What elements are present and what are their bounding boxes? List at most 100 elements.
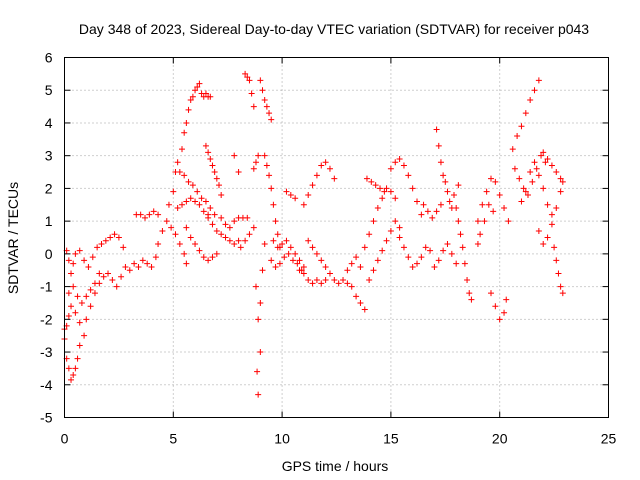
data-point xyxy=(72,365,79,372)
data-point xyxy=(196,247,203,254)
data-point xyxy=(372,182,379,189)
data-point xyxy=(174,159,181,166)
data-point xyxy=(309,280,316,287)
data-point xyxy=(383,185,390,192)
data-point xyxy=(357,299,364,306)
data-point xyxy=(242,237,249,244)
data-point xyxy=(176,241,183,248)
data-point xyxy=(496,316,503,323)
data-point xyxy=(231,152,238,159)
data-point xyxy=(518,198,525,205)
x-tick-label: 25 xyxy=(601,431,617,447)
data-point xyxy=(142,214,149,221)
data-point xyxy=(544,234,551,241)
data-point xyxy=(540,185,547,192)
data-point xyxy=(155,211,162,218)
data-point xyxy=(509,146,516,153)
data-point xyxy=(305,237,312,244)
data-point xyxy=(511,165,518,172)
data-point xyxy=(479,201,486,208)
data-point xyxy=(259,87,266,94)
data-point xyxy=(300,201,307,208)
data-point xyxy=(444,241,451,248)
x-axis-title: GPS time / hours xyxy=(282,458,389,474)
data-point xyxy=(213,250,220,257)
data-point xyxy=(296,267,303,274)
data-point xyxy=(255,316,262,323)
data-point xyxy=(538,152,545,159)
data-point xyxy=(235,237,242,244)
data-point xyxy=(185,106,192,113)
data-point xyxy=(150,208,157,215)
data-point xyxy=(107,234,114,241)
y-tick-label: 0 xyxy=(45,246,53,262)
data-point xyxy=(503,296,510,303)
data-point xyxy=(122,263,129,270)
data-point xyxy=(78,299,85,306)
data-point xyxy=(387,165,394,172)
y-tick-label: -1 xyxy=(40,279,53,295)
data-point xyxy=(211,211,218,218)
data-point xyxy=(448,250,455,257)
data-point xyxy=(453,205,460,212)
data-point xyxy=(213,227,220,234)
data-point xyxy=(548,162,555,169)
data-point xyxy=(137,211,144,218)
y-tick-label: -3 xyxy=(40,344,53,360)
data-point xyxy=(455,182,462,189)
data-point xyxy=(200,254,207,261)
data-point xyxy=(305,277,312,284)
data-point xyxy=(281,254,288,261)
data-point xyxy=(446,198,453,205)
data-point xyxy=(174,205,181,212)
data-point xyxy=(263,162,270,169)
data-point xyxy=(468,296,475,303)
data-point xyxy=(422,244,429,251)
data-point xyxy=(135,263,142,270)
data-point xyxy=(126,267,133,274)
data-point xyxy=(520,185,527,192)
data-point xyxy=(559,178,566,185)
data-point xyxy=(276,260,283,267)
data-point xyxy=(309,244,316,251)
data-point xyxy=(313,172,320,179)
data-point xyxy=(292,250,299,257)
data-point xyxy=(163,218,170,225)
y-tick-label: 3 xyxy=(45,148,53,164)
data-point xyxy=(81,332,88,339)
data-point xyxy=(257,299,264,306)
plot-frame xyxy=(64,57,609,418)
data-point xyxy=(218,231,225,238)
data-point xyxy=(205,214,212,221)
data-point xyxy=(292,195,299,202)
data-point xyxy=(313,277,320,284)
data-point xyxy=(274,231,281,238)
data-point xyxy=(81,257,88,264)
data-point xyxy=(181,172,188,179)
data-point xyxy=(420,201,427,208)
data-point xyxy=(155,241,162,248)
y-tick-label: 1 xyxy=(45,213,53,229)
data-point xyxy=(287,244,294,251)
data-point xyxy=(405,254,412,261)
data-point xyxy=(183,260,190,267)
data-point xyxy=(148,263,155,270)
data-point xyxy=(139,257,146,264)
data-point xyxy=(440,172,447,179)
data-point xyxy=(176,169,183,176)
y-tick-label: 4 xyxy=(45,115,53,131)
data-point xyxy=(196,80,203,87)
data-point xyxy=(294,260,301,267)
data-point xyxy=(518,123,525,130)
data-point xyxy=(496,191,503,198)
data-point xyxy=(414,198,421,205)
data-point xyxy=(522,188,529,195)
data-point xyxy=(540,241,547,248)
data-point xyxy=(187,97,194,104)
data-point xyxy=(70,283,77,290)
data-point xyxy=(266,110,273,117)
data-point xyxy=(437,201,444,208)
data-point xyxy=(383,237,390,244)
data-point xyxy=(207,205,214,212)
